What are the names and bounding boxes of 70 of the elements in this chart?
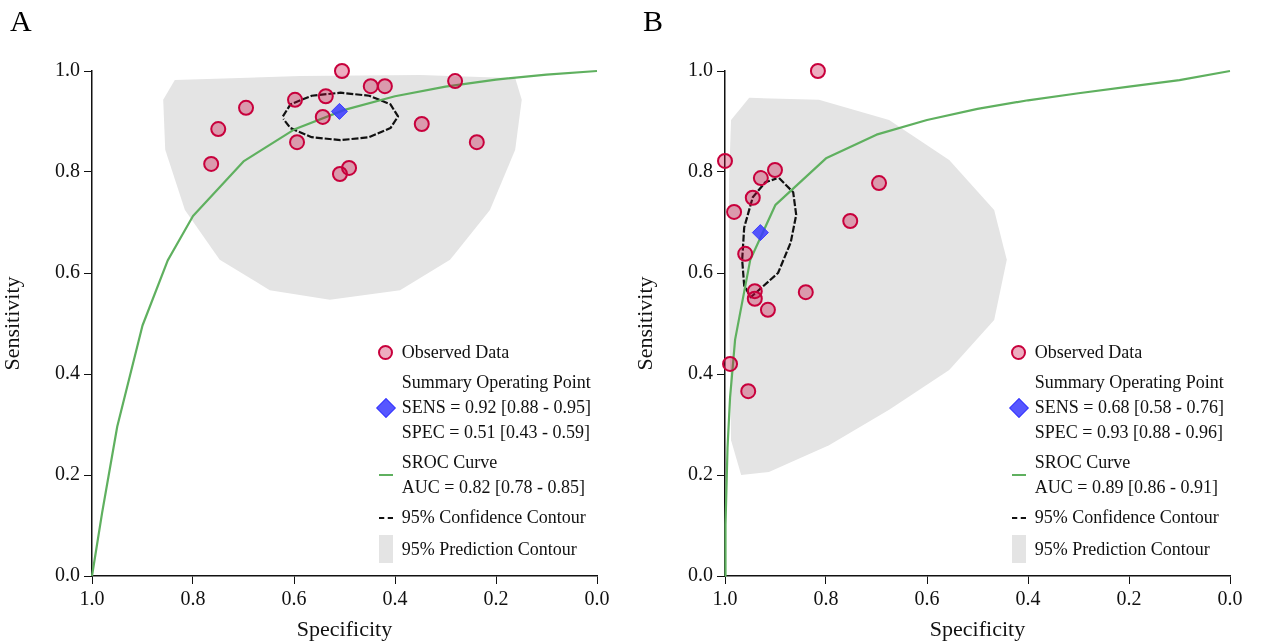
point bbox=[746, 290, 763, 307]
legend-label: 95% Prediction Contour bbox=[401, 537, 577, 561]
point bbox=[726, 203, 743, 220]
y-tick-label: 1.0 bbox=[688, 58, 713, 81]
x-tick-label: 0.2 bbox=[1116, 587, 1142, 610]
y-axis-title: Sensitivity bbox=[631, 276, 657, 371]
y-tick-label: 0.6 bbox=[688, 260, 713, 283]
point bbox=[362, 78, 379, 95]
point bbox=[317, 88, 334, 105]
x-tick-label: 1.0 bbox=[712, 587, 738, 610]
legend-label: Summary Operating Point SENS = 0.68 [0.58 - 0.76] SPEC = 0.93 [0.88 - 0.96] bbox=[1034, 371, 1224, 444]
point bbox=[809, 63, 826, 79]
point bbox=[287, 91, 304, 108]
x-tick-label: 0.0 bbox=[1217, 587, 1243, 610]
y-tick-label: 0.2 bbox=[55, 462, 80, 485]
point bbox=[447, 73, 464, 90]
point bbox=[413, 116, 430, 133]
point bbox=[717, 152, 733, 169]
point bbox=[341, 159, 358, 176]
point bbox=[722, 355, 739, 372]
legend-label: 95% Confidence Contour bbox=[401, 506, 586, 529]
point bbox=[752, 170, 769, 187]
point bbox=[842, 212, 859, 229]
point bbox=[767, 161, 783, 178]
x-tick-label: 0.8 bbox=[180, 587, 206, 610]
point bbox=[238, 99, 255, 116]
legend-label: 95% Prediction Contour bbox=[1034, 537, 1210, 561]
legend-label: SROC Curve AUC = 0.82 [0.78 - 0.85] bbox=[401, 451, 585, 499]
y-tick-label: 0.4 bbox=[688, 361, 713, 384]
point bbox=[314, 108, 331, 125]
y-tick-label: 0.0 bbox=[688, 563, 713, 586]
point bbox=[740, 383, 757, 400]
y-tick-label: 0.8 bbox=[55, 159, 80, 182]
point bbox=[871, 175, 888, 192]
point bbox=[333, 63, 350, 79]
x-tick-label: 0.6 bbox=[281, 587, 307, 610]
legend-label: Observed Data bbox=[1034, 341, 1143, 364]
point bbox=[744, 189, 761, 206]
point bbox=[759, 301, 776, 318]
y-tick-label: 0.4 bbox=[55, 361, 80, 384]
chart-title: B bbox=[643, 4, 664, 38]
x-tick-label: 0.4 bbox=[1015, 587, 1041, 610]
point bbox=[751, 224, 769, 242]
y-axis-title: Sensitivity bbox=[0, 276, 24, 371]
y-tick-label: 0.6 bbox=[55, 260, 80, 283]
point bbox=[376, 78, 393, 95]
x-tick-label: 0.2 bbox=[483, 587, 509, 610]
x-tick-label: 1.0 bbox=[79, 587, 105, 610]
x-axis-title: Specificity bbox=[929, 615, 1026, 641]
point bbox=[797, 284, 814, 301]
y-tick-label: 0.0 bbox=[55, 563, 80, 586]
x-tick-label: 0.4 bbox=[382, 587, 408, 610]
point bbox=[210, 121, 227, 138]
point bbox=[330, 102, 348, 120]
point bbox=[737, 245, 754, 262]
y-tick-label: 1.0 bbox=[55, 58, 80, 81]
chart-title: A bbox=[10, 4, 32, 38]
y-tick-label: 0.8 bbox=[688, 159, 713, 182]
x-tick-label: 0.8 bbox=[813, 587, 839, 610]
point bbox=[289, 134, 306, 151]
legend-label: Observed Data bbox=[401, 341, 510, 364]
legend-label: Summary Operating Point SENS = 0.92 [0.88 - 0.95] SPEC = 0.51 [0.43 - 0.59] bbox=[401, 371, 591, 444]
x-tick-label: 0.0 bbox=[584, 587, 610, 610]
point bbox=[468, 134, 485, 151]
x-axis-title: Specificity bbox=[296, 615, 393, 641]
legend-label: 95% Confidence Contour bbox=[1034, 506, 1219, 529]
point bbox=[203, 155, 220, 172]
x-tick-label: 0.6 bbox=[914, 587, 940, 610]
legend-label: SROC Curve AUC = 0.89 [0.86 - 0.91] bbox=[1034, 451, 1218, 499]
y-tick-label: 0.2 bbox=[688, 462, 713, 485]
